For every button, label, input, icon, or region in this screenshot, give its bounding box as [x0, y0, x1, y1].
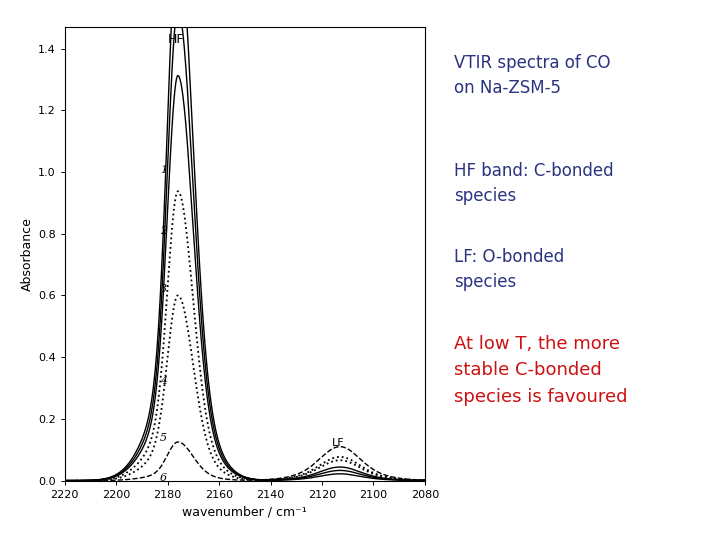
Text: 4: 4	[160, 376, 167, 386]
Text: LF: O-bonded
species: LF: O-bonded species	[454, 248, 564, 292]
Text: At low T, the more
stable C-bonded
species is favoured: At low T, the more stable C-bonded speci…	[454, 335, 627, 406]
Text: HF band: C-bonded
species: HF band: C-bonded species	[454, 162, 613, 205]
X-axis label: wavenumber / cm⁻¹: wavenumber / cm⁻¹	[182, 505, 307, 518]
Text: LF: LF	[332, 438, 345, 448]
Text: HF: HF	[168, 32, 184, 45]
Text: 3: 3	[160, 285, 167, 294]
Text: VTIR spectra of CO
on Na-ZSM-5: VTIR spectra of CO on Na-ZSM-5	[454, 54, 610, 97]
Text: 5: 5	[160, 433, 167, 443]
Text: 1: 1	[160, 165, 167, 174]
Y-axis label: Absorbance: Absorbance	[21, 217, 34, 291]
Text: 2: 2	[160, 226, 167, 236]
Text: 6: 6	[160, 473, 167, 483]
